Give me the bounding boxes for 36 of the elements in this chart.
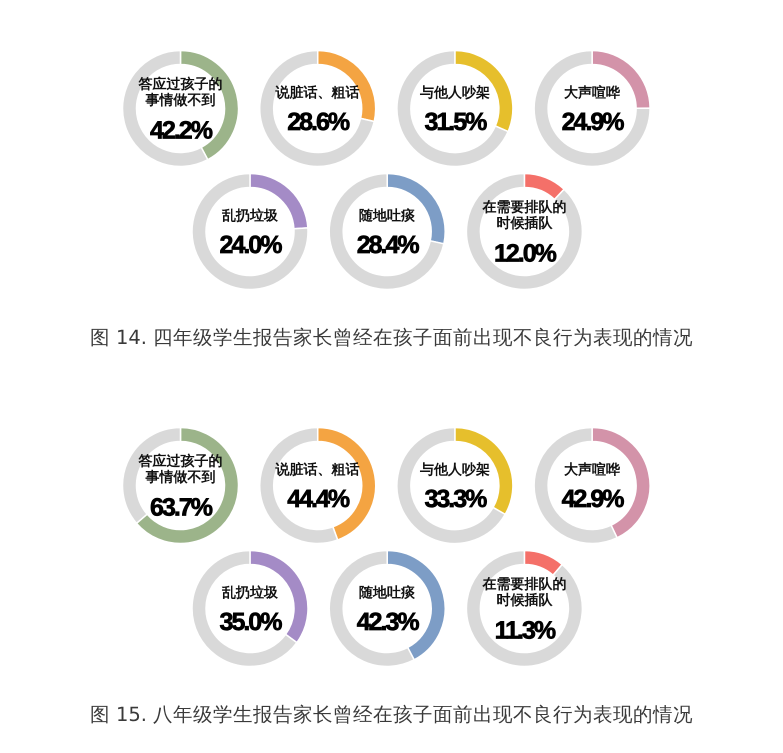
- text: 答应过孩子的事情做不到: [138, 76, 224, 109]
- text: 42.2%: [150, 116, 211, 144]
- text: 42.3%: [356, 608, 418, 636]
- text: 24.9%: [562, 108, 623, 136]
- text: 在需要排队的时候插队: [481, 199, 568, 232]
- text: 在需要排队的时候插队: [481, 576, 568, 609]
- caption: 图 15. 八年级学生报告家长曾经在孩子面前出现不良行为表现的情况: [88, 703, 694, 727]
- text: 33.3%: [424, 484, 486, 513]
- text: 63.7%: [150, 493, 211, 521]
- text: 大声喧哗: [563, 461, 622, 478]
- text: 28.6%: [287, 108, 348, 136]
- text: 31.5%: [424, 108, 486, 136]
- text: 说脏话、粗话: [274, 461, 361, 478]
- text: 35.0%: [220, 608, 280, 636]
- text: 乱扔垃圾: [220, 584, 279, 601]
- text: 与他人吵架: [418, 461, 491, 478]
- text: 24.0%: [220, 230, 280, 259]
- donut-slice: [191, 172, 309, 290]
- text: 28.4%: [356, 230, 418, 259]
- donut-slice: [533, 50, 651, 168]
- text: 随地吐痰: [358, 584, 416, 601]
- text: 42.9%: [562, 484, 623, 513]
- text: 12.0%: [494, 239, 555, 267]
- text: 11.3%: [494, 616, 554, 644]
- text: 44.4%: [287, 484, 348, 513]
- donut-slice: [258, 50, 375, 168]
- text: 大声喧哗: [563, 84, 622, 101]
- text: 乱扔垃圾: [220, 207, 279, 224]
- donut-slice: [466, 550, 584, 668]
- text: 答应过孩子的事情做不到: [138, 453, 224, 486]
- text: 随地吐痰: [358, 207, 416, 224]
- text: 与他人吵架: [418, 84, 491, 101]
- donut-slice: [328, 172, 445, 290]
- caption: 图 14. 四年级学生报告家长曾经在孩子面前出现不良行为表现的情况: [88, 326, 694, 350]
- text: 说脏话、粗话: [274, 84, 361, 101]
- donut-slice: [466, 172, 584, 290]
